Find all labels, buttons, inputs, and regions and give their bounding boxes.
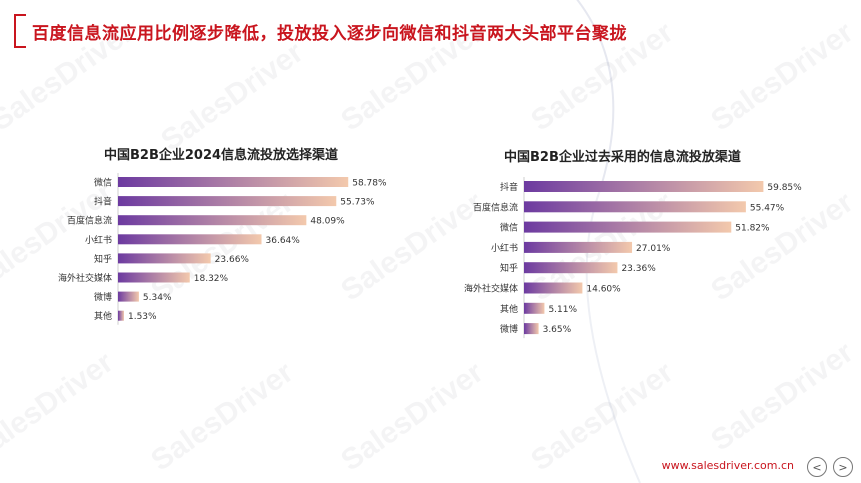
bar-微信 — [524, 221, 732, 233]
bar-知乎 — [524, 262, 618, 274]
data-label: 27.01% — [636, 244, 671, 254]
category-label: 其他 — [94, 310, 112, 322]
bar-小红书 — [524, 241, 633, 253]
data-label: 5.11% — [548, 305, 577, 315]
page-title: 百度信息流应用比例逐步降低，投放投入逐步向微信和抖音两大头部平台聚拢 — [32, 23, 627, 44]
bar-微信 — [118, 177, 349, 187]
bar-小红书 — [118, 234, 262, 245]
data-label: 36.64% — [266, 236, 301, 246]
data-label: 23.66% — [215, 255, 250, 265]
category-label: 其他 — [500, 303, 518, 315]
category-label: 微信 — [94, 177, 112, 189]
data-label: 48.09% — [310, 217, 345, 227]
category-label: 百度信息流 — [67, 215, 112, 227]
category-label: 百度信息流 — [473, 201, 518, 213]
bar-抖音 — [118, 196, 337, 207]
data-label: 23.36% — [621, 264, 656, 274]
category-label: 知乎 — [500, 262, 518, 274]
data-label: 18.32% — [194, 274, 229, 284]
bar-知乎 — [118, 253, 211, 264]
data-label: 3.65% — [543, 325, 572, 335]
footer-url[interactable]: www.salesdriver.com.cn — [661, 459, 794, 472]
title-bracket — [14, 14, 26, 48]
data-label: 14.60% — [586, 285, 621, 295]
bar-百度信息流 — [524, 201, 746, 213]
data-label: 5.34% — [143, 293, 172, 303]
category-label: 小红书 — [491, 242, 518, 254]
category-label: 微博 — [500, 323, 518, 335]
chart-title-past-channels: 中国B2B企业过去采用的信息流投放渠道 — [504, 150, 741, 165]
bar-其他 — [118, 310, 124, 321]
category-label: 抖音 — [500, 181, 518, 193]
category-label: 海外社交媒体 — [58, 272, 112, 284]
bar-抖音 — [524, 181, 764, 192]
data-label: 55.47% — [750, 203, 785, 213]
bar-百度信息流 — [118, 215, 307, 226]
prev-page-button[interactable]: < — [807, 457, 827, 477]
next-page-button[interactable]: > — [833, 457, 853, 477]
data-label: 51.82% — [735, 224, 770, 234]
data-label: 58.78% — [352, 179, 387, 189]
category-label: 抖音 — [94, 196, 112, 208]
bar-海外社交媒体 — [524, 282, 583, 294]
data-label: 59.85% — [767, 183, 802, 193]
page-header: 百度信息流应用比例逐步降低，投放投入逐步向微信和抖音两大头部平台聚拢 — [14, 14, 627, 48]
category-label: 微信 — [500, 222, 518, 234]
category-label: 知乎 — [94, 253, 112, 265]
category-label: 海外社交媒体 — [464, 283, 518, 295]
chart-title-2024-channels: 中国B2B企业2024信息流投放选择渠道 — [104, 148, 339, 163]
chevron-left-icon: < — [812, 460, 822, 474]
bar-其他 — [524, 302, 545, 314]
bar-海外社交媒体 — [118, 272, 190, 283]
chevron-right-icon: > — [838, 460, 848, 474]
bar-微博 — [524, 323, 539, 335]
category-label: 小红书 — [85, 234, 112, 246]
data-label: 55.73% — [340, 198, 375, 208]
data-label: 1.53% — [128, 312, 157, 322]
bar-微博 — [118, 291, 139, 302]
category-label: 微博 — [94, 291, 112, 303]
